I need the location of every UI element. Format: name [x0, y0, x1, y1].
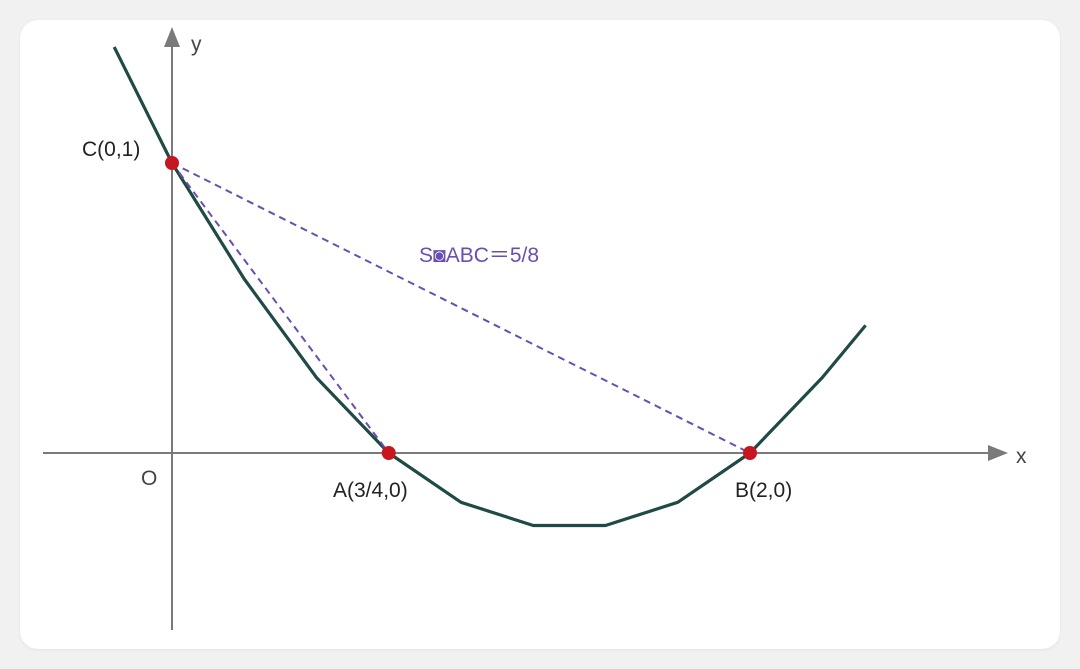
- segment-cb: [171, 162, 751, 454]
- triangle-area-label: S◙ABC＝5/8: [419, 244, 539, 267]
- parabola-curve: [112, 46, 867, 528]
- x-axis-label: x: [1016, 445, 1027, 468]
- y-axis-arrow-icon: [164, 27, 180, 47]
- x-axis-arrow-icon: [988, 445, 1008, 461]
- point-a-label: A(3/4,0): [333, 479, 408, 502]
- diagram-card: [20, 20, 1060, 649]
- point-b-label: B(2,0): [735, 479, 792, 502]
- point-c: [165, 156, 179, 170]
- y-axis-label: y: [191, 33, 202, 56]
- point-c-label: C(0,1): [82, 138, 140, 161]
- segment-ca: [171, 162, 390, 454]
- point-a: [381, 446, 396, 460]
- origin-label: O: [141, 467, 157, 490]
- point-b: [743, 446, 757, 460]
